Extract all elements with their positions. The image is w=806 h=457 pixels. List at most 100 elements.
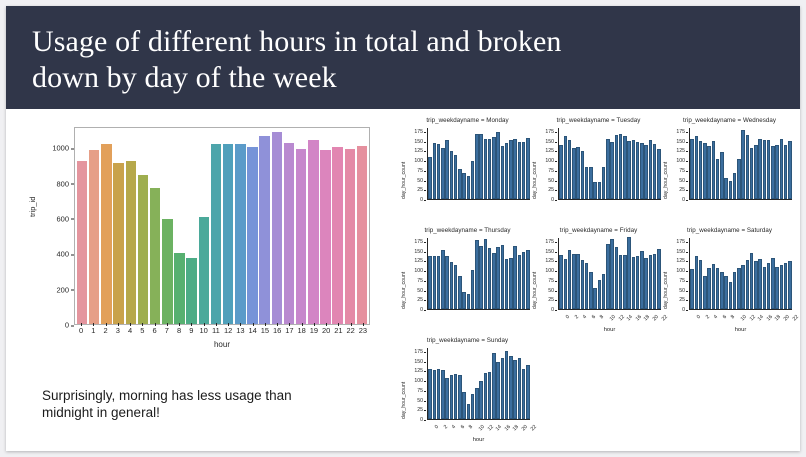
facet-bar-cell xyxy=(593,128,597,199)
facet-bar-cell xyxy=(711,238,716,309)
facet-bar xyxy=(724,276,728,309)
facet-bar-cell xyxy=(521,128,526,199)
facet-bar xyxy=(453,155,458,199)
facet-bar xyxy=(526,364,530,419)
facet-bars xyxy=(428,128,530,199)
facet-bar xyxy=(732,272,737,309)
facet-bar xyxy=(462,172,466,199)
facet-bar xyxy=(449,262,454,309)
facet-bar xyxy=(470,270,475,309)
facet-bar xyxy=(754,260,758,309)
facet-bar xyxy=(458,375,462,419)
facet-bar-cell xyxy=(707,238,711,309)
facet-y-tick: 25 xyxy=(404,297,426,303)
facet-bar-cell xyxy=(754,238,758,309)
facet-y-axis-ticks: 0 25 50 75 100 125 150 175 xyxy=(535,128,557,203)
facet-bar xyxy=(487,247,492,309)
facet-bar xyxy=(436,369,441,419)
main-chart-bar-cell xyxy=(149,128,161,324)
facet-bar-cell xyxy=(631,128,636,199)
facet-bar xyxy=(436,255,441,309)
facet-x-tick: 12 xyxy=(486,424,495,433)
facet-bar-cell xyxy=(432,128,437,199)
main-chart-x-tick: 11 xyxy=(210,323,222,338)
main-chart-bar xyxy=(186,257,197,324)
facet-bar-cell xyxy=(580,238,585,309)
facet-bar-cell xyxy=(745,238,750,309)
facet-bar xyxy=(610,238,614,309)
facet-bar xyxy=(711,264,716,309)
facet-bar xyxy=(500,244,505,309)
facet-y-tick: 100 xyxy=(666,158,688,164)
facet-bar xyxy=(766,263,771,309)
slide-header: Usage of different hours in total and br… xyxy=(6,6,800,109)
facet-bar-cell xyxy=(703,238,707,309)
slide: Usage of different hours in total and br… xyxy=(6,6,800,451)
facet-bar xyxy=(762,266,767,309)
facet-bar xyxy=(580,150,585,199)
main-chart-bar-cell xyxy=(234,128,246,324)
facet-x-tick: 2 xyxy=(704,314,711,321)
facet-plot-area xyxy=(689,238,792,310)
main-chart-bar-cell xyxy=(173,128,185,324)
facet-bar xyxy=(771,146,775,199)
facet-x-axis-label: hour xyxy=(472,437,485,443)
facet-bar xyxy=(504,258,509,309)
facet-bar xyxy=(445,256,449,309)
main-chart-bar-cell xyxy=(186,128,198,324)
facet-bar-cell xyxy=(715,238,720,309)
facet-bar-cell xyxy=(694,238,699,309)
facet-bar xyxy=(741,265,745,309)
facet-bar xyxy=(432,142,437,199)
facet-bar xyxy=(635,256,640,309)
facet-bar xyxy=(563,136,568,199)
facet-x-tick: 0 xyxy=(695,314,703,321)
facet-bar-cell xyxy=(576,128,580,199)
main-chart-bar xyxy=(89,149,100,324)
facet-bar-cell xyxy=(610,238,614,309)
main-chart-x-tick: 5 xyxy=(136,323,148,338)
facet-bar-cell xyxy=(606,128,610,199)
main-chart-bar-cell xyxy=(222,128,234,324)
facet-y-tick: 25 xyxy=(404,407,426,413)
facet-title: trip_weekdayname = Thursday xyxy=(424,227,511,234)
main-chart-bar xyxy=(271,132,283,324)
facet-bar xyxy=(453,264,458,309)
facet-bar-cell xyxy=(572,128,576,199)
facet-bar xyxy=(690,138,694,199)
facet-bar xyxy=(496,246,500,309)
facet-bar xyxy=(466,403,471,419)
facet-bar xyxy=(441,148,445,199)
facet-plot-area xyxy=(427,348,530,420)
facet-bar xyxy=(436,144,441,199)
facet-bar-cell xyxy=(466,238,471,309)
facet-wednesday: trip_weekdayname = Wednesday day_hour_cou… xyxy=(663,117,795,227)
facet-bar xyxy=(521,142,526,199)
facet-y-tick: 0 xyxy=(666,307,688,313)
main-chart-x-tick: 16 xyxy=(271,323,283,338)
facet-bar-cell xyxy=(610,128,614,199)
facet-bar-cell xyxy=(521,238,526,309)
page-title: Usage of different hours in total and br… xyxy=(32,25,562,94)
facet-bar xyxy=(470,394,475,419)
facet-y-tick: 75 xyxy=(404,388,426,394)
main-chart-x-tick: 9 xyxy=(185,323,197,338)
facet-y-tick: 125 xyxy=(535,148,557,154)
facet-bar xyxy=(500,146,505,199)
facet-bar xyxy=(517,358,522,419)
facet-x-axis-ticks: 0 2 4 6 8 10 12 14 16 18 20 22 xyxy=(558,312,669,328)
facet-x-tick: 8 xyxy=(599,314,606,321)
facet-bar xyxy=(703,275,707,309)
facet-bar xyxy=(597,280,602,309)
facet-title: trip_weekdayname = Wednesday xyxy=(683,117,776,124)
facet-y-tick: 100 xyxy=(404,378,426,384)
facet-bar-cell xyxy=(576,238,580,309)
facet-bar-cell xyxy=(618,238,623,309)
facet-bar-cell xyxy=(509,238,513,309)
main-chart-bar xyxy=(174,252,185,324)
facet-bar xyxy=(567,250,572,309)
facet-bar xyxy=(766,140,771,199)
facet-bar xyxy=(648,254,653,309)
facet-bar xyxy=(623,135,627,199)
facet-bar xyxy=(526,137,530,199)
